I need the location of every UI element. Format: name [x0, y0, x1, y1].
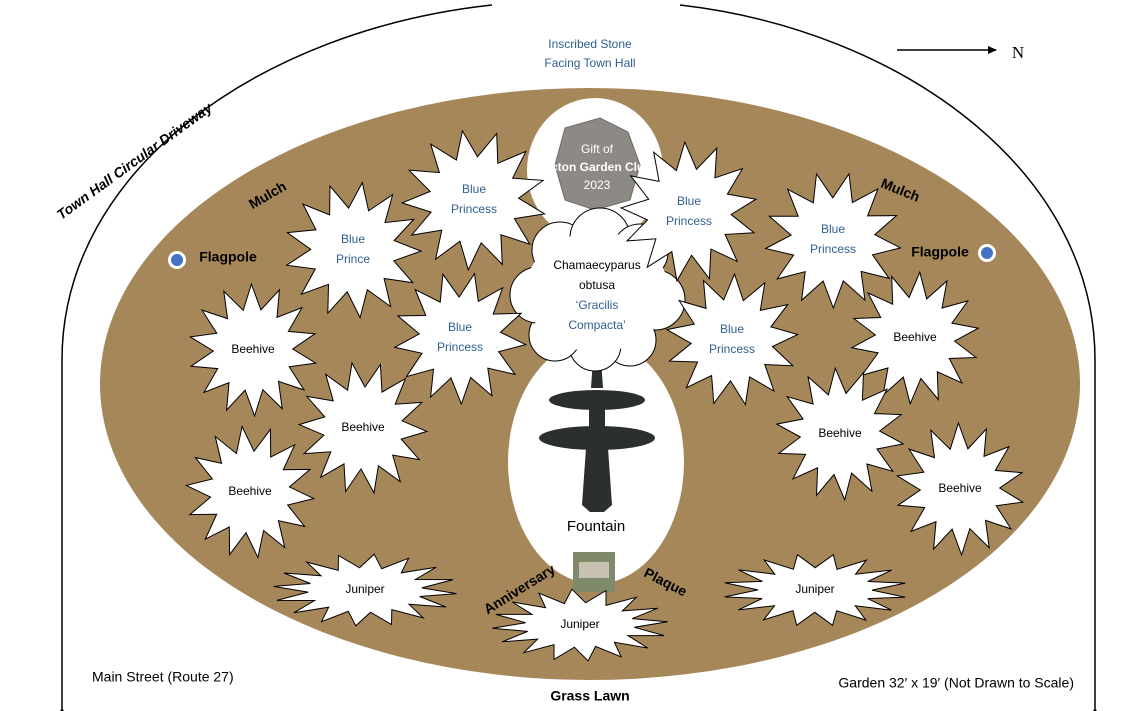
plant-label: Beehive: [228, 484, 272, 498]
fountain-label: Fountain: [567, 518, 625, 535]
shrub-label: Compacta’: [568, 318, 625, 332]
driveway-label: Town Hall Circular Driveway: [54, 99, 216, 223]
plant-label: Prince: [336, 252, 370, 266]
stone-caption: Inscribed Stone: [548, 37, 632, 51]
stone-inscription: Acton Garden Club: [542, 160, 651, 174]
plant-label: Juniper: [795, 582, 834, 596]
plant-label: Princess: [451, 202, 497, 216]
plant-label: Princess: [709, 342, 755, 356]
flagpole-label: Flagpole: [911, 244, 969, 260]
plant-label: Princess: [810, 242, 856, 256]
north-label: N: [1012, 43, 1024, 62]
street-label: Main Street (Route 27): [92, 669, 234, 685]
plant-label: Princess: [437, 340, 483, 354]
shrub-label: obtusa: [579, 278, 615, 292]
flagpole-label: Flagpole: [199, 249, 257, 265]
flagpole: [171, 254, 183, 266]
shrub-label: Chamaecyparus: [553, 258, 640, 272]
plant-label: Blue: [462, 182, 486, 196]
plant-label: Beehive: [818, 426, 862, 440]
plant-label: Beehive: [893, 330, 937, 344]
plant-label: Blue: [341, 232, 365, 246]
garden-plan: N Blue Princess Blue Prince Blue Princess Blue…: [0, 0, 1134, 711]
lawn-label: Grass Lawn: [550, 688, 629, 704]
size-note: Garden 32′ x 19′ (Not Drawn to Scale): [838, 675, 1074, 691]
plant-label: Beehive: [341, 420, 385, 434]
plaque-face: [579, 562, 609, 578]
plant-label: Princess: [666, 214, 712, 228]
shrub-label: ‘Gracilis: [576, 298, 619, 312]
plant-label: Blue: [448, 320, 472, 334]
plant-label: Juniper: [560, 617, 599, 631]
flagpole: [981, 247, 993, 259]
stone-caption: Facing Town Hall: [544, 56, 635, 70]
plant-label: Blue: [720, 322, 744, 336]
stone-inscription: Gift of: [581, 142, 614, 156]
plant-label: Blue: [821, 222, 845, 236]
plant-label: Beehive: [938, 481, 982, 495]
plant-label: Blue: [677, 194, 701, 208]
plant-label: Juniper: [345, 582, 384, 596]
stone-inscription: 2023: [584, 178, 611, 192]
plant-label: Beehive: [231, 342, 275, 356]
